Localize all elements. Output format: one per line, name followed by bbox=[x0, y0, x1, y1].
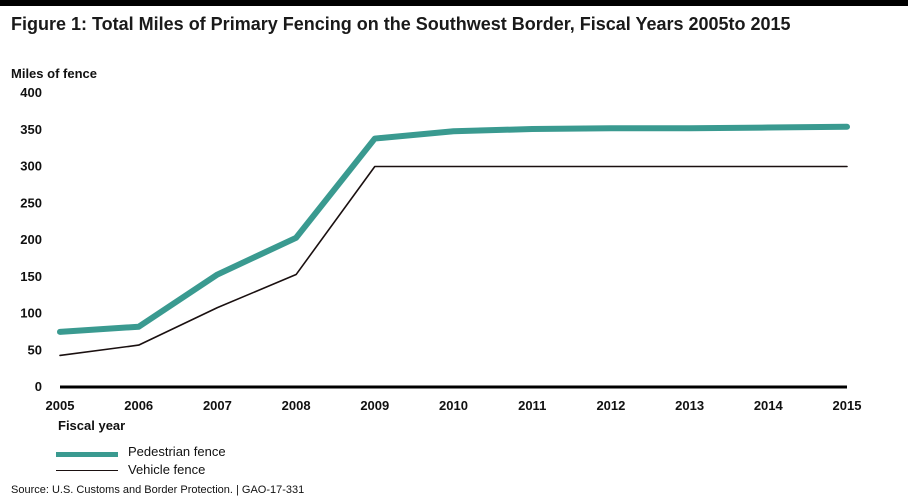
legend-label-vehicle: Vehicle fence bbox=[128, 462, 206, 477]
x-tick-label: 2011 bbox=[518, 398, 546, 413]
figure-title: Figure 1: Total Miles of Primary Fencing… bbox=[11, 14, 791, 34]
y-tick-label: 250 bbox=[20, 195, 42, 210]
series-line-pedestrian-fence bbox=[57, 123, 850, 335]
y-tick-label: 300 bbox=[20, 159, 42, 174]
y-tick-label: 350 bbox=[20, 122, 42, 137]
x-axis-title: Fiscal year bbox=[58, 418, 126, 433]
legend-swatch-vehicle bbox=[56, 470, 118, 471]
legend-label-pedestrian: Pedestrian fence bbox=[128, 444, 226, 459]
y-tick-label: 150 bbox=[20, 269, 42, 284]
x-tick-label: 2005 bbox=[46, 398, 75, 413]
legend-swatch-pedestrian bbox=[56, 452, 118, 457]
x-tick-label: 2015 bbox=[833, 398, 862, 413]
series-line-vehicle-fence bbox=[59, 165, 848, 357]
y-tick-label: 200 bbox=[20, 232, 42, 247]
x-tick-label: 2009 bbox=[360, 398, 389, 413]
x-tick-label: 2012 bbox=[596, 398, 625, 413]
legend-item-vehicle: Vehicle fence bbox=[56, 462, 356, 480]
y-tick-label: 50 bbox=[28, 342, 42, 357]
y-tick-label: 100 bbox=[20, 306, 42, 321]
y-axis-title: Miles of fence bbox=[11, 66, 97, 81]
x-tick-label: 2006 bbox=[124, 398, 153, 413]
y-axis-ticks: 0 50 100 150 200 250 300 350 400 bbox=[20, 85, 42, 394]
x-tick-label: 2014 bbox=[754, 398, 784, 413]
x-axis-ticks: 2005 2006 2007 2008 2009 2010 2011 2012 2013 2014… bbox=[46, 398, 862, 413]
source-note: Source: U.S. Customs and Border Protecti… bbox=[11, 484, 305, 496]
x-tick-label: 2010 bbox=[439, 398, 468, 413]
y-tick-label: 400 bbox=[20, 85, 42, 100]
x-tick-label: 2013 bbox=[675, 398, 704, 413]
x-tick-label: 2007 bbox=[203, 398, 232, 413]
legend-item-pedestrian: Pedestrian fence bbox=[56, 444, 356, 462]
series-lines bbox=[57, 123, 850, 357]
x-tick-label: 2008 bbox=[282, 398, 311, 413]
top-rule bbox=[0, 0, 908, 6]
y-tick-label: 0 bbox=[35, 379, 42, 394]
